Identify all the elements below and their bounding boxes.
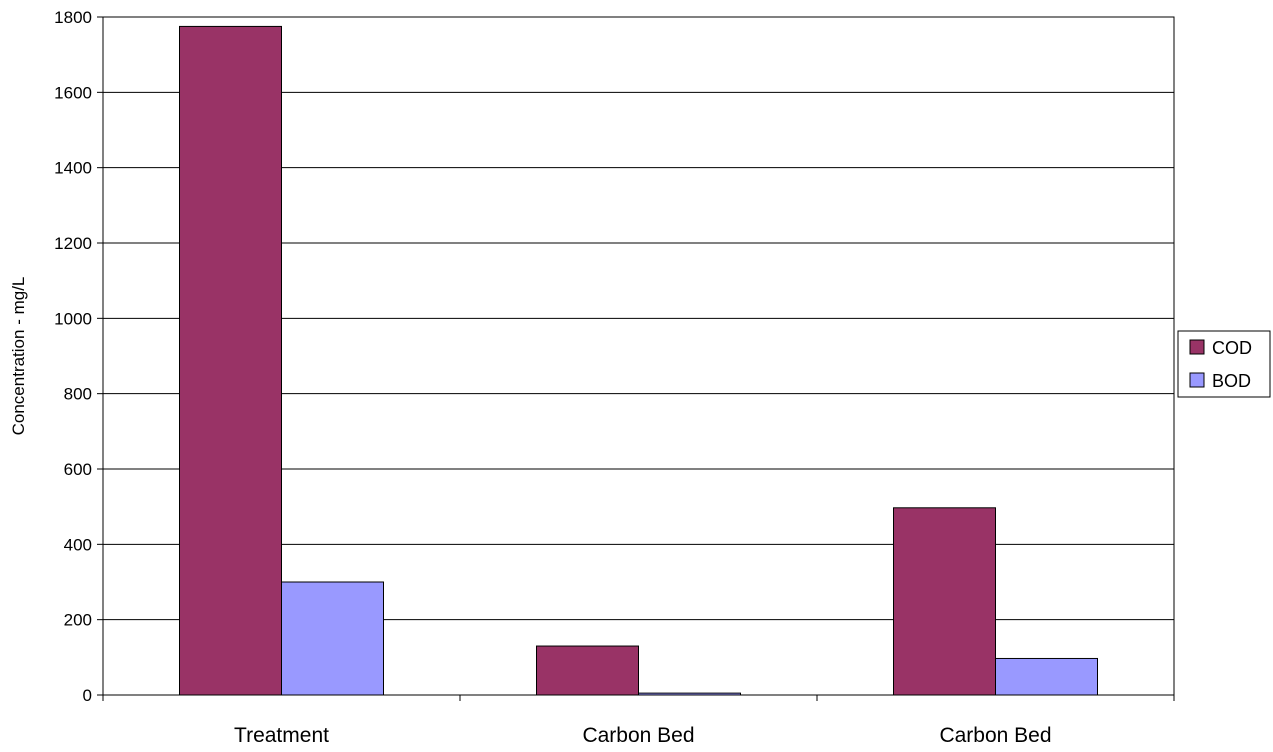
legend-label-bod: BOD xyxy=(1212,371,1251,391)
y-axis-ticks: 0 200 400 600 800 1000 1200 1400 1600 1800 xyxy=(54,8,103,705)
legend-swatch-bod xyxy=(1189,372,1205,388)
y-tick-label: 1000 xyxy=(54,309,92,328)
legend: COD BOD xyxy=(1177,330,1271,398)
bar-bod xyxy=(281,581,384,696)
y-tick-label: 1400 xyxy=(54,159,92,178)
x-category-label: Carbon Bed xyxy=(582,724,694,747)
bar-cod xyxy=(536,645,639,696)
bar-cod xyxy=(893,507,996,696)
x-axis-categories: Treatment Carbon Bed Carbon Bed xyxy=(102,695,1175,747)
y-tick-label: 400 xyxy=(64,535,92,554)
bar-bod xyxy=(638,692,741,696)
y-axis-label: Concentration - mg/L xyxy=(9,277,28,436)
bar-bod xyxy=(995,657,1098,696)
y-tick-label: 1600 xyxy=(54,83,92,102)
legend-swatch-cod xyxy=(1189,339,1205,355)
legend-label-cod: COD xyxy=(1212,338,1252,358)
y-tick-label: 200 xyxy=(64,611,92,630)
y-tick-label: 600 xyxy=(64,460,92,479)
y-tick-label: 0 xyxy=(83,686,92,705)
x-category-label: Carbon Bed xyxy=(939,724,1051,747)
y-tick-label: 1200 xyxy=(54,234,92,253)
y-tick-label: 800 xyxy=(64,385,92,404)
bar-cod xyxy=(179,25,282,696)
bars xyxy=(179,25,1098,696)
y-tick-label: 1800 xyxy=(54,8,92,27)
x-category-label: Treatment xyxy=(234,724,329,747)
